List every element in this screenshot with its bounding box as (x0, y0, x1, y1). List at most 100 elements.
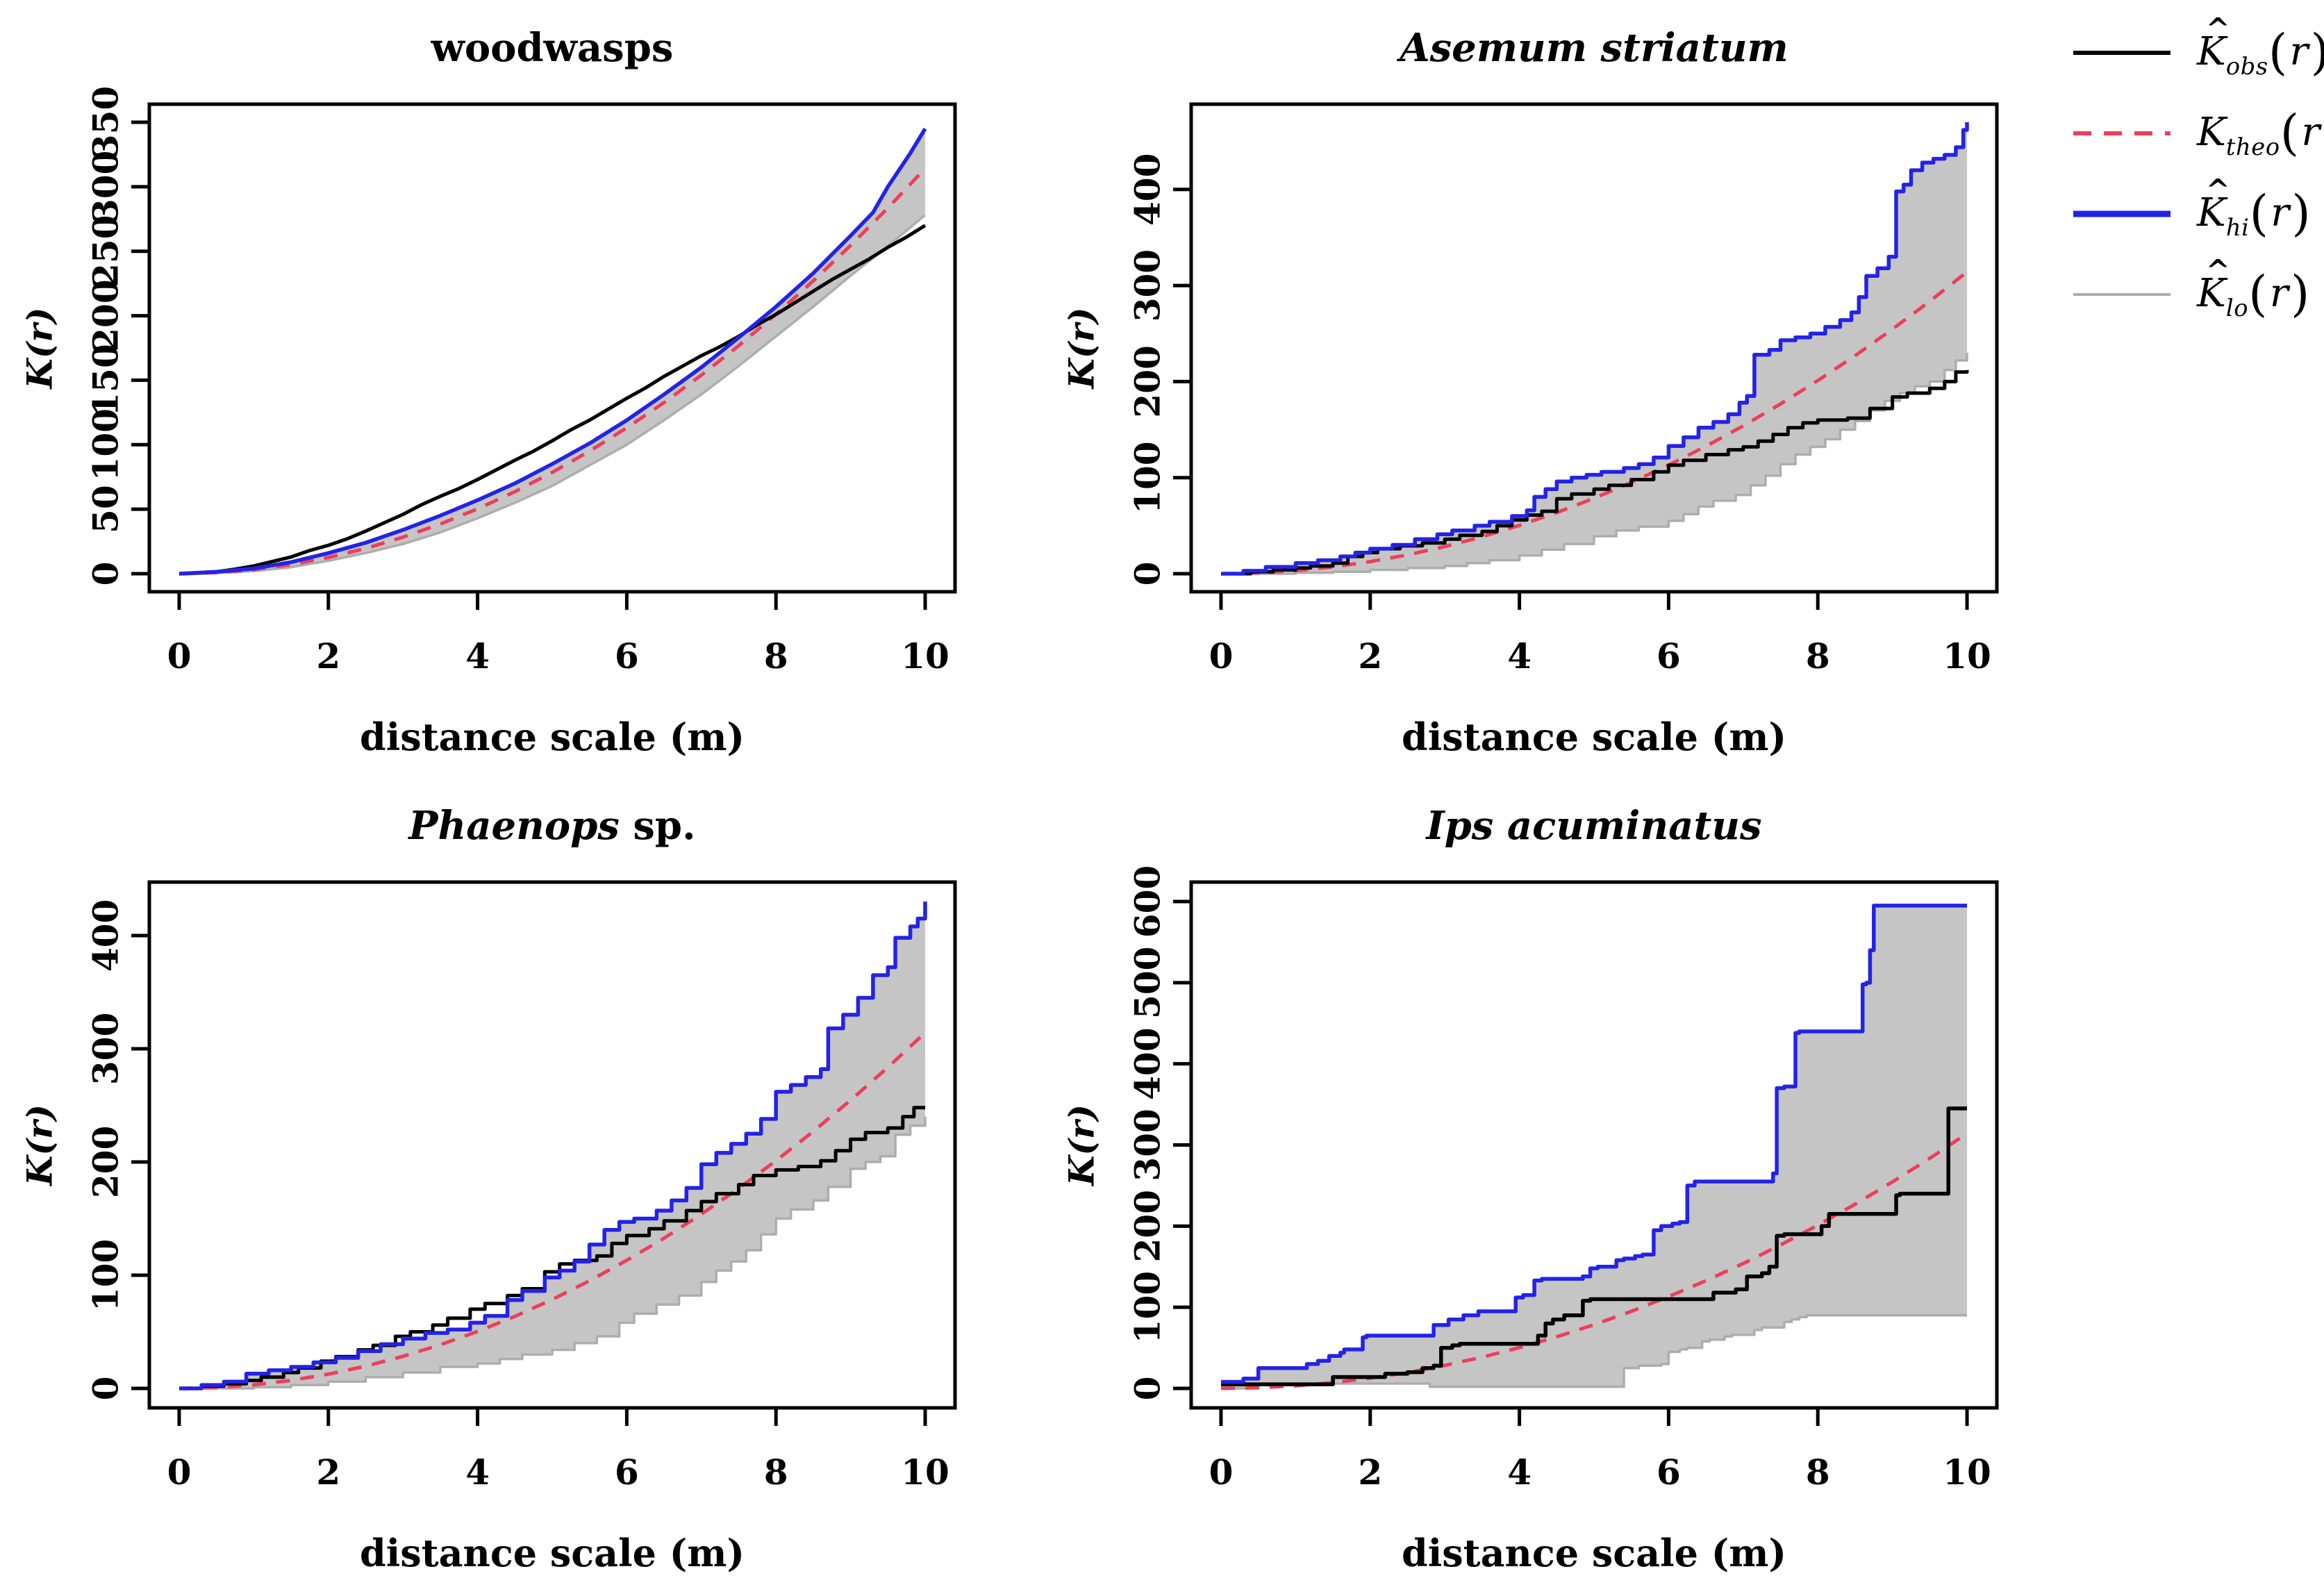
chart-woodwasps: 0 2 4 6 8 10050100150200250300350woodwaspsdis… (19, 25, 957, 759)
series-theo-line (1220, 1131, 1968, 1390)
legend-line-sample-lo (2073, 293, 2171, 296)
series-theo-line (179, 1031, 927, 1390)
legend-line-sample-obs (2073, 51, 2171, 55)
plot-box (147, 880, 957, 1410)
legend-line-sample-theo (2073, 131, 2171, 135)
series-theo-line (1220, 270, 1968, 576)
legend-item-K-hi: ^ Khi(r) (2073, 173, 2323, 242)
x-tick-label: 2 (1358, 636, 1382, 676)
x-tick-label: 10 (1943, 1452, 1991, 1493)
x-tick-label: 6 (1657, 1452, 1681, 1493)
x-tick-label: 8 (764, 1452, 788, 1493)
y-tick-label: 400 (85, 899, 126, 972)
y-axis-label: K(r) (1061, 307, 1102, 390)
legend-line-sample-hi (2073, 210, 2171, 217)
x-axis-label: distance scale (m) (1402, 715, 1786, 759)
y-tick-label: 200 (85, 1126, 126, 1198)
x-tick-label: 0 (1209, 1452, 1234, 1493)
x-tick-label: 0 (167, 1452, 192, 1493)
y-tick-label: 100 (85, 408, 126, 481)
x-axis-label: distance scale (m) (1402, 1531, 1786, 1575)
series-hi-line (179, 902, 927, 1390)
y-tick-label: 400 (1127, 153, 1168, 226)
x-tick-label: 0 (1209, 636, 1234, 676)
x-tick-label: 10 (901, 636, 949, 676)
y-tick-label: 300 (1127, 249, 1168, 322)
legend-item-K-obs: ^Kobs(r) (2073, 12, 2324, 81)
x-tick-label: 4 (1507, 1452, 1532, 1493)
x-tick-label: 2 (1358, 1452, 1382, 1493)
y-tick-label: 50 (85, 485, 126, 533)
series-lo-line (179, 214, 927, 575)
confidence-band (179, 902, 925, 1388)
legend-label-lo: ^ Klo(r) (2197, 254, 2310, 322)
x-tick-label: 10 (901, 1452, 949, 1493)
legend-label-theo: Ktheo(r) (2197, 103, 2324, 161)
y-tick-label: 400 (1127, 1027, 1168, 1099)
series-theo-line (179, 167, 927, 576)
x-tick-label: 6 (1657, 636, 1681, 676)
x-tick-label: 4 (465, 636, 490, 676)
x-tick-label: 6 (615, 1452, 639, 1493)
x-tick-label: 2 (316, 1452, 340, 1493)
hat-accent: ^ (2205, 254, 2230, 288)
chart-title: Ips acuminatus (1425, 803, 1761, 849)
y-tick-label: 200 (1127, 1190, 1168, 1262)
y-tick-label: 300 (1127, 1109, 1168, 1181)
series-hi-line (1221, 122, 1969, 576)
y-tick-label: 350 (85, 86, 126, 158)
x-tick-label: 8 (1806, 1452, 1830, 1493)
y-tick-label: 150 (85, 344, 126, 416)
legend-label-obs: ^Kobs(r) (2197, 12, 2324, 81)
y-tick-label: 600 (1127, 865, 1168, 938)
x-axis-label: distance scale (m) (360, 1531, 745, 1575)
y-tick-label: 300 (85, 1013, 126, 1085)
plot-box (1189, 102, 1999, 594)
series-lo-line (1221, 1314, 1967, 1390)
hat-accent: ^ (2205, 173, 2230, 208)
y-tick-label: 0 (85, 562, 126, 586)
x-tick-label: 8 (764, 636, 788, 676)
series-obs-line (179, 224, 927, 576)
x-tick-label: 0 (167, 636, 192, 676)
x-tick-label: 2 (316, 636, 340, 676)
chart-title: Asemum striatum (1396, 25, 1788, 71)
y-axis-label: K(r) (1061, 1104, 1102, 1187)
series-obs-line (1221, 1106, 1967, 1386)
y-tick-label: 100 (85, 1239, 126, 1311)
plot-box (147, 102, 957, 594)
confidence-band (1221, 122, 1967, 574)
x-tick-label: 6 (615, 636, 639, 676)
confidence-band (179, 128, 925, 574)
legend-label-hi: ^ Khi(r) (2197, 173, 2311, 242)
y-tick-label: 100 (1127, 442, 1168, 514)
charts-grid: 0 2 4 6 8 10 0 50 100 150 200 250 300 350 woodwasps dis… (19, 25, 1999, 1575)
confidence-band (1221, 905, 1967, 1388)
x-tick-label: 8 (1806, 636, 1830, 676)
x-tick-label: 10 (1943, 636, 1991, 676)
legend-item-K-lo: ^ Klo(r) (2073, 254, 2323, 322)
series-hi-line (1221, 904, 1967, 1384)
y-tick-label: 500 (1127, 947, 1168, 1019)
x-tick-label: 4 (465, 1452, 490, 1493)
legend-item-K-theo: Ktheo(r) (2073, 103, 2324, 161)
series-obs-line (179, 1106, 925, 1390)
y-tick-label: 250 (85, 215, 126, 288)
y-tick-label: 0 (1127, 1377, 1168, 1401)
chart-title: Phaenops sp. (407, 803, 695, 849)
x-axis-label: distance scale (m) (360, 715, 745, 759)
y-tick-label: 200 (1127, 345, 1168, 417)
y-axis-label: K(r) (19, 307, 60, 390)
legend: ^Kobs(r) Ktheo(r) ^Khi(r) ^Klo(r) (2073, 12, 2324, 350)
series-lo-line (179, 1116, 927, 1390)
y-tick-label: 300 (85, 151, 126, 223)
hat-accent: ^ (2205, 12, 2230, 47)
y-tick-label: 0 (1127, 562, 1168, 586)
x-tick-label: 4 (1507, 636, 1532, 676)
y-tick-label: 0 (85, 1377, 126, 1401)
chart-title: woodwasps (431, 25, 674, 71)
y-tick-label: 200 (85, 279, 126, 351)
